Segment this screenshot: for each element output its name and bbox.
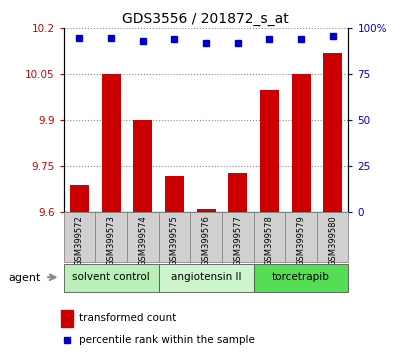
Text: agent: agent (8, 273, 40, 283)
Bar (61, 310, 73, 326)
Bar (316, 212, 348, 262)
Bar (126, 212, 158, 262)
Text: GSM399576: GSM399576 (201, 215, 210, 266)
Bar (133, 120, 152, 212)
Bar (164, 176, 183, 212)
Text: GSM399572: GSM399572 (75, 215, 84, 266)
Bar (95, 212, 126, 262)
Bar (259, 90, 278, 212)
Text: GDS3556 / 201872_s_at: GDS3556 / 201872_s_at (121, 12, 288, 27)
Bar (190, 212, 221, 262)
Text: GSM399579: GSM399579 (296, 215, 305, 266)
Bar (70, 185, 89, 212)
Bar (291, 74, 310, 212)
Bar (228, 172, 247, 212)
Bar (253, 212, 285, 262)
Text: transformed count: transformed count (79, 313, 176, 323)
Bar (322, 53, 342, 212)
Bar (221, 212, 253, 262)
Text: solvent control: solvent control (72, 272, 150, 282)
Bar (285, 212, 316, 262)
Bar (253, 263, 348, 292)
Text: torcetrapib: torcetrapib (272, 272, 329, 282)
Bar (101, 74, 120, 212)
Text: GSM399578: GSM399578 (264, 215, 273, 266)
Bar (158, 212, 190, 262)
Text: angiotensin II: angiotensin II (171, 272, 240, 282)
Text: GSM399577: GSM399577 (233, 215, 242, 266)
Text: GSM399575: GSM399575 (169, 215, 178, 266)
Text: GSM399573: GSM399573 (106, 215, 115, 266)
Bar (196, 209, 215, 212)
Text: GSM399574: GSM399574 (138, 215, 147, 266)
Bar (63, 212, 95, 262)
Text: percentile rank within the sample: percentile rank within the sample (79, 335, 255, 346)
Text: GSM399580: GSM399580 (327, 215, 336, 266)
Bar (158, 263, 253, 292)
Bar (63, 263, 158, 292)
